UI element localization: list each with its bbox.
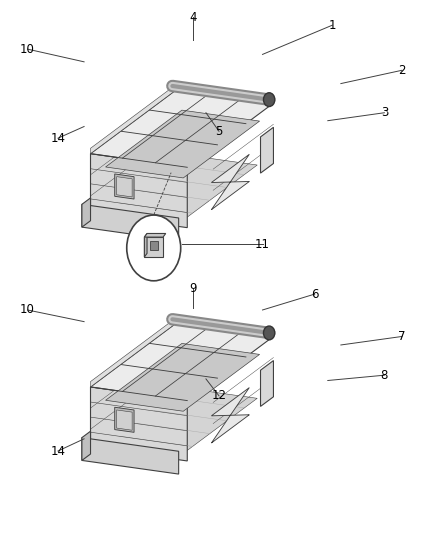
Polygon shape: [261, 361, 273, 407]
Polygon shape: [91, 154, 187, 228]
Polygon shape: [150, 241, 158, 250]
Text: 5: 5: [215, 125, 223, 138]
Polygon shape: [91, 84, 177, 154]
Text: 2: 2: [398, 64, 406, 77]
Text: 14: 14: [50, 445, 65, 457]
Polygon shape: [91, 323, 177, 447]
Circle shape: [264, 93, 275, 107]
Polygon shape: [82, 204, 179, 241]
Text: 11: 11: [255, 238, 270, 251]
Polygon shape: [212, 387, 249, 443]
Polygon shape: [117, 176, 132, 197]
Polygon shape: [145, 233, 166, 237]
Text: 6: 6: [311, 288, 318, 301]
Text: 8: 8: [381, 369, 388, 382]
Polygon shape: [91, 387, 187, 461]
Polygon shape: [91, 90, 273, 167]
Polygon shape: [91, 318, 177, 387]
Polygon shape: [82, 438, 179, 474]
Text: 1: 1: [328, 19, 336, 32]
Text: 3: 3: [381, 106, 388, 119]
Circle shape: [264, 326, 275, 340]
Polygon shape: [82, 431, 91, 461]
Circle shape: [127, 215, 181, 281]
Text: 4: 4: [189, 11, 197, 24]
Polygon shape: [113, 155, 257, 219]
Text: 10: 10: [20, 303, 35, 317]
Text: 10: 10: [20, 43, 35, 55]
Polygon shape: [145, 237, 163, 257]
Polygon shape: [145, 233, 147, 257]
Polygon shape: [115, 174, 134, 199]
Polygon shape: [106, 110, 260, 178]
Polygon shape: [115, 407, 134, 432]
Polygon shape: [261, 127, 273, 173]
Text: 12: 12: [212, 390, 226, 402]
Text: 7: 7: [398, 330, 406, 343]
Text: 9: 9: [189, 282, 197, 295]
Polygon shape: [117, 410, 132, 430]
Polygon shape: [212, 154, 249, 209]
Polygon shape: [91, 323, 273, 401]
Polygon shape: [113, 388, 257, 451]
Polygon shape: [91, 90, 177, 214]
Polygon shape: [106, 343, 260, 411]
Polygon shape: [82, 198, 91, 227]
Text: 14: 14: [50, 132, 65, 144]
